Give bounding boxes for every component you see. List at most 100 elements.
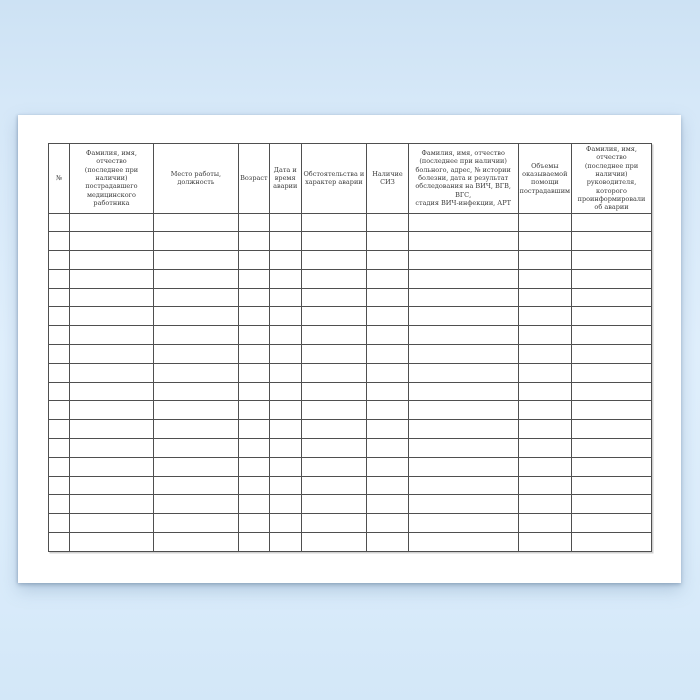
empty-cell	[237, 306, 270, 327]
empty-cell	[300, 475, 368, 496]
empty-cell	[407, 250, 519, 270]
empty-cell	[570, 532, 653, 552]
empty-cell	[517, 212, 572, 233]
empty-cell	[268, 513, 302, 534]
empty-cell	[48, 400, 70, 421]
empty-cell	[366, 306, 409, 327]
column-header-9: Объемы оказываемой помощи пострадавшим	[517, 143, 572, 214]
empty-cell	[68, 362, 154, 383]
empty-cell	[570, 325, 653, 346]
empty-cell	[48, 268, 70, 289]
empty-cell	[68, 268, 154, 289]
column-header-8: Фамилия, имя, отчество (последнее при на…	[407, 143, 519, 214]
table-row	[48, 475, 653, 496]
empty-cell	[407, 325, 519, 346]
empty-cell	[407, 419, 519, 440]
empty-cell	[68, 381, 154, 402]
empty-cell	[517, 362, 572, 383]
empty-cell	[48, 306, 70, 327]
column-header-1: №	[48, 143, 70, 214]
empty-cell	[366, 494, 409, 515]
empty-cell	[407, 400, 519, 421]
empty-cell	[68, 306, 154, 327]
empty-cell	[68, 231, 154, 252]
empty-cell	[366, 250, 409, 270]
empty-cell	[68, 513, 154, 534]
empty-cell	[407, 306, 519, 327]
table-body	[48, 212, 653, 552]
empty-cell	[68, 475, 154, 496]
empty-cell	[300, 494, 368, 515]
empty-cell	[48, 344, 70, 364]
empty-cell	[300, 250, 368, 270]
empty-cell	[366, 475, 409, 496]
empty-cell	[48, 231, 70, 252]
empty-cell	[300, 513, 368, 534]
empty-cell	[300, 400, 368, 421]
empty-cell	[407, 456, 519, 477]
empty-cell	[268, 438, 302, 458]
table-row	[48, 400, 653, 421]
empty-cell	[407, 231, 519, 252]
empty-cell	[300, 344, 368, 364]
empty-cell	[237, 325, 270, 346]
empty-cell	[570, 438, 653, 458]
empty-cell	[300, 287, 368, 308]
empty-cell	[237, 231, 270, 252]
empty-cell	[407, 475, 519, 496]
empty-cell	[152, 362, 239, 383]
empty-cell	[300, 381, 368, 402]
empty-cell	[366, 381, 409, 402]
empty-cell	[517, 419, 572, 440]
empty-cell	[517, 325, 572, 346]
empty-cell	[300, 532, 368, 552]
empty-cell	[152, 250, 239, 270]
empty-cell	[237, 287, 270, 308]
empty-cell	[407, 287, 519, 308]
empty-cell	[268, 325, 302, 346]
empty-cell	[48, 494, 70, 515]
column-header-5: Дата и время аварии	[268, 143, 302, 214]
table-row	[48, 532, 653, 552]
empty-cell	[366, 438, 409, 458]
empty-cell	[366, 532, 409, 552]
column-header-7: Наличие СИЗ	[366, 143, 409, 214]
empty-cell	[570, 362, 653, 383]
empty-cell	[237, 250, 270, 270]
empty-cell	[300, 419, 368, 440]
empty-cell	[152, 438, 239, 458]
empty-cell	[517, 381, 572, 402]
empty-cell	[68, 400, 154, 421]
table-row	[48, 419, 653, 440]
empty-cell	[152, 494, 239, 515]
empty-cell	[68, 494, 154, 515]
empty-cell	[152, 231, 239, 252]
empty-cell	[570, 231, 653, 252]
empty-cell	[268, 456, 302, 477]
empty-cell	[268, 268, 302, 289]
empty-cell	[48, 419, 70, 440]
empty-cell	[48, 513, 70, 534]
table-row	[48, 268, 653, 289]
empty-cell	[570, 419, 653, 440]
table-row	[48, 325, 653, 346]
empty-cell	[407, 344, 519, 364]
empty-cell	[517, 231, 572, 252]
table-row	[48, 381, 653, 402]
empty-cell	[517, 268, 572, 289]
empty-cell	[237, 456, 270, 477]
accident-registration-table: № Фамилия, имя, отчество (последнее при н…	[48, 143, 653, 552]
empty-cell	[366, 212, 409, 233]
empty-cell	[237, 268, 270, 289]
empty-cell	[268, 475, 302, 496]
empty-cell	[237, 344, 270, 364]
empty-cell	[268, 400, 302, 421]
table-row	[48, 287, 653, 308]
empty-cell	[407, 381, 519, 402]
empty-cell	[517, 494, 572, 515]
table-row	[48, 344, 653, 364]
table-row	[48, 212, 653, 233]
empty-cell	[300, 306, 368, 327]
empty-cell	[237, 532, 270, 552]
